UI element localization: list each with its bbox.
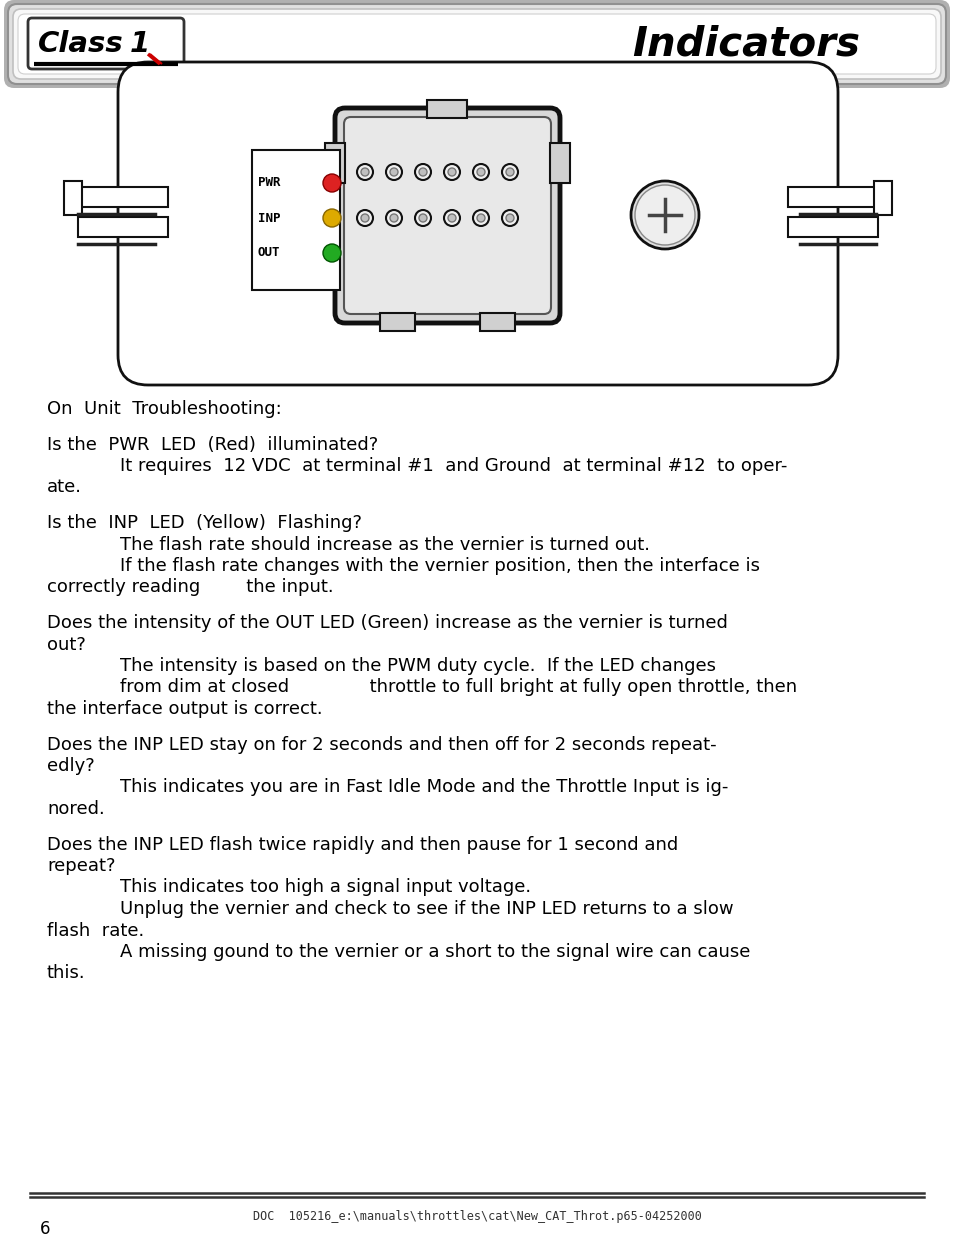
Text: On  Unit  Troubleshooting:: On Unit Troubleshooting:: [47, 400, 281, 417]
Text: the interface output is correct.: the interface output is correct.: [47, 700, 322, 718]
Text: repeat?: repeat?: [47, 857, 115, 876]
Circle shape: [476, 214, 484, 222]
Text: OUT: OUT: [257, 247, 280, 259]
Circle shape: [360, 168, 369, 177]
Circle shape: [360, 214, 369, 222]
Text: Indicators: Indicators: [631, 23, 859, 64]
Circle shape: [476, 168, 484, 177]
Text: Does the INP LED flash twice rapidly and then pause for 1 second and: Does the INP LED flash twice rapidly and…: [47, 836, 678, 853]
Bar: [325, 143, 345, 183]
FancyBboxPatch shape: [18, 14, 935, 74]
Text: this.: this.: [47, 965, 86, 983]
Bar: [78, 186, 168, 207]
Circle shape: [390, 168, 397, 177]
Circle shape: [386, 210, 401, 226]
Circle shape: [415, 164, 431, 180]
Text: This indicates too high a signal input voltage.: This indicates too high a signal input v…: [120, 878, 531, 897]
Circle shape: [501, 210, 517, 226]
Bar: [479, 312, 515, 331]
Circle shape: [418, 214, 427, 222]
Circle shape: [473, 164, 489, 180]
Bar: [873, 182, 891, 215]
Bar: [787, 217, 877, 237]
Circle shape: [501, 164, 517, 180]
Text: It requires  12 VDC  at terminal #1  and Ground  at terminal #12  to oper-: It requires 12 VDC at terminal #1 and Gr…: [120, 457, 786, 475]
FancyBboxPatch shape: [344, 117, 551, 314]
FancyBboxPatch shape: [13, 9, 940, 79]
Circle shape: [323, 209, 340, 227]
Text: DOC  105216_e:\manuals\throttles\cat\New_CAT_Throt.p65-04252000: DOC 105216_e:\manuals\throttles\cat\New_…: [253, 1210, 700, 1223]
Circle shape: [323, 174, 340, 191]
Bar: [550, 143, 569, 183]
Text: Unplug the vernier and check to see if the INP LED returns to a slow: Unplug the vernier and check to see if t…: [120, 900, 733, 918]
Circle shape: [356, 210, 373, 226]
Bar: [78, 217, 168, 237]
Text: Does the intensity of the OUT LED (Green) increase as the vernier is turned: Does the intensity of the OUT LED (Green…: [47, 614, 727, 632]
FancyBboxPatch shape: [118, 62, 837, 385]
FancyBboxPatch shape: [4, 0, 949, 88]
Text: A missing gound to the vernier or a short to the signal wire can cause: A missing gound to the vernier or a shor…: [120, 944, 750, 961]
Circle shape: [443, 210, 459, 226]
Circle shape: [635, 185, 695, 245]
Text: from dim at closed              throttle to full bright at fully open throttle, : from dim at closed throttle to full brig…: [120, 678, 797, 697]
Circle shape: [415, 210, 431, 226]
Circle shape: [418, 168, 427, 177]
Bar: [787, 186, 877, 207]
Text: Is the  PWR  LED  (Red)  illuminated?: Is the PWR LED (Red) illuminated?: [47, 436, 377, 453]
Text: If the flash rate changes with the vernier position, then the interface is: If the flash rate changes with the verni…: [120, 557, 760, 576]
FancyBboxPatch shape: [28, 19, 184, 69]
Circle shape: [630, 182, 699, 249]
Text: Does the INP LED stay on for 2 seconds and then off for 2 seconds repeat-: Does the INP LED stay on for 2 seconds a…: [47, 736, 716, 753]
Text: correctly reading        the input.: correctly reading the input.: [47, 578, 334, 597]
Circle shape: [323, 245, 340, 262]
Text: This indicates you are in Fast Idle Mode and the Throttle Input is ig-: This indicates you are in Fast Idle Mode…: [120, 778, 727, 797]
Bar: [379, 312, 415, 331]
Text: flash  rate.: flash rate.: [47, 921, 144, 940]
Bar: [252, 149, 339, 290]
Text: Is the  INP  LED  (Yellow)  Flashing?: Is the INP LED (Yellow) Flashing?: [47, 514, 361, 532]
Text: edly?: edly?: [47, 757, 94, 776]
Text: PWR: PWR: [257, 177, 280, 189]
Circle shape: [448, 214, 456, 222]
Circle shape: [390, 214, 397, 222]
Text: 6: 6: [40, 1220, 51, 1235]
FancyBboxPatch shape: [8, 4, 945, 84]
Circle shape: [505, 214, 514, 222]
Circle shape: [356, 164, 373, 180]
Bar: [427, 100, 467, 119]
Circle shape: [448, 168, 456, 177]
Circle shape: [473, 210, 489, 226]
Text: The intensity is based on the PWM duty cycle.  If the LED changes: The intensity is based on the PWM duty c…: [120, 657, 716, 676]
Text: out?: out?: [47, 636, 86, 653]
Text: The flash rate should increase as the vernier is turned out.: The flash rate should increase as the ve…: [120, 536, 649, 553]
Text: ate.: ate.: [47, 478, 82, 496]
Text: INP: INP: [257, 211, 280, 225]
Text: nored.: nored.: [47, 800, 105, 818]
FancyBboxPatch shape: [335, 107, 559, 324]
Text: 1: 1: [130, 30, 150, 58]
Circle shape: [443, 164, 459, 180]
Circle shape: [386, 164, 401, 180]
Circle shape: [505, 168, 514, 177]
Bar: [64, 182, 82, 215]
Text: Class: Class: [38, 30, 124, 58]
